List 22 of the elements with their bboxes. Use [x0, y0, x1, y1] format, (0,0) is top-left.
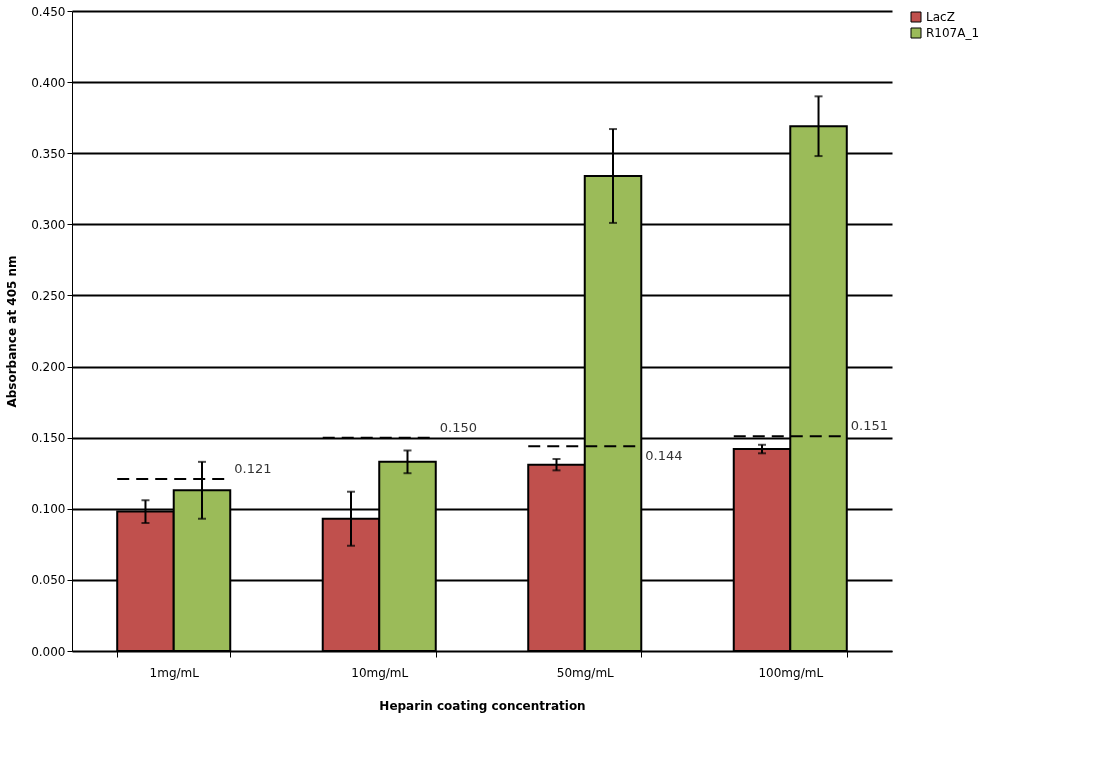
- y-tick-label: 0.200: [31, 360, 66, 375]
- ref-line-label: 0.151: [850, 418, 889, 434]
- y-axis-title: Absorbance at 405 nm: [5, 255, 20, 408]
- ref-line-label: 0.150: [439, 419, 477, 435]
- y-tick-label: 0.150: [31, 431, 66, 446]
- y-tick-label: 0.250: [31, 288, 66, 303]
- x-tick-label: 10mg/mL: [351, 665, 409, 680]
- y-tick-label: 0.450: [31, 4, 66, 19]
- legend-label: LacZ: [926, 10, 955, 24]
- y-tick-label: 0.000: [31, 644, 66, 659]
- y-tick-label: 0.050: [31, 573, 66, 588]
- y-tick-label: 0.300: [31, 217, 66, 232]
- y-tick-label: 0.350: [31, 146, 66, 161]
- legend-label: R107A_1: [926, 26, 980, 40]
- ref-line-label: 0.144: [645, 448, 683, 464]
- ref-line-label: 0.121: [234, 460, 272, 476]
- y-tick-label: 0.400: [31, 75, 66, 90]
- x-axis-title: Heparin coating concentration: [379, 698, 586, 713]
- x-tick-label: 50mg/mL: [556, 665, 615, 680]
- x-tick-label: 1mg/mL: [149, 665, 200, 680]
- y-tick-label: 0.100: [31, 502, 66, 517]
- x-tick-label: 100mg/mL: [758, 665, 824, 680]
